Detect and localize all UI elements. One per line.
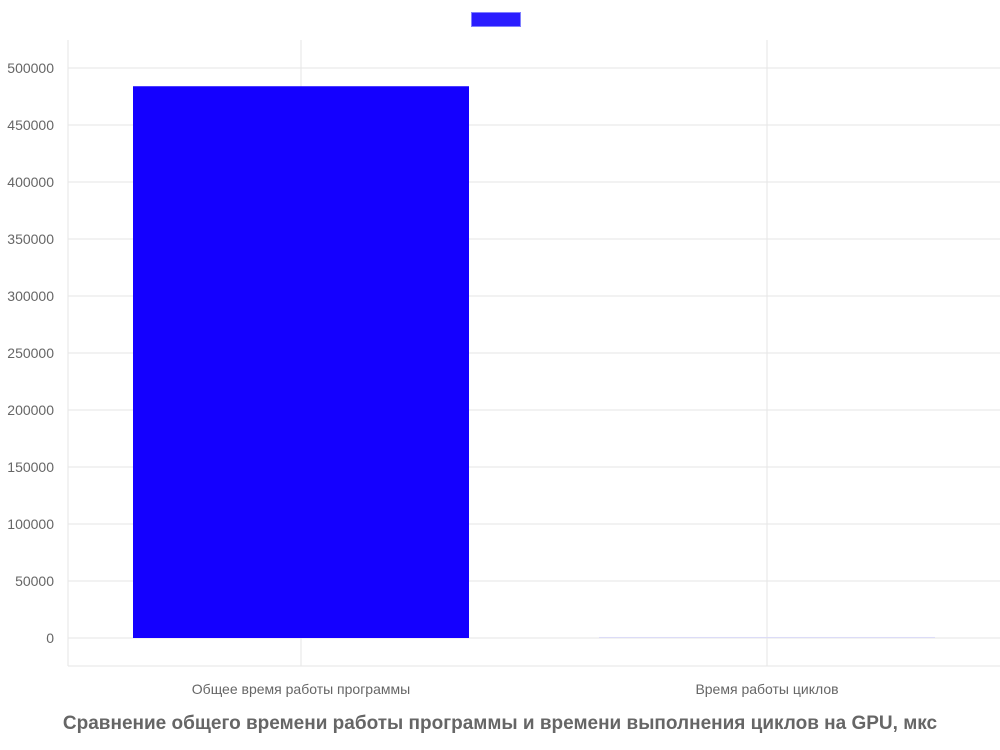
bar[interactable] [599,636,935,638]
y-tick-label: 200000 [7,402,54,418]
y-tick-label: 450000 [7,117,54,133]
y-tick-label: 100000 [7,516,54,532]
y-tick-label: 250000 [7,345,54,361]
x-tick-label: Время работы циклов [695,681,838,697]
chart-title: Сравнение общего времени работы программ… [62,713,938,734]
y-tick-label: 50000 [15,573,54,589]
y-tick-label: 300000 [7,288,54,304]
legend-swatch[interactable] [471,12,521,27]
bar[interactable] [133,86,469,639]
x-tick-label: Общее время работы программы [192,681,410,697]
y-tick-label: 150000 [7,459,54,475]
y-tick-label: 0 [46,630,54,646]
y-tick-label: 400000 [7,174,54,190]
y-tick-label: 350000 [7,231,54,247]
y-tick-label: 500000 [7,60,54,76]
